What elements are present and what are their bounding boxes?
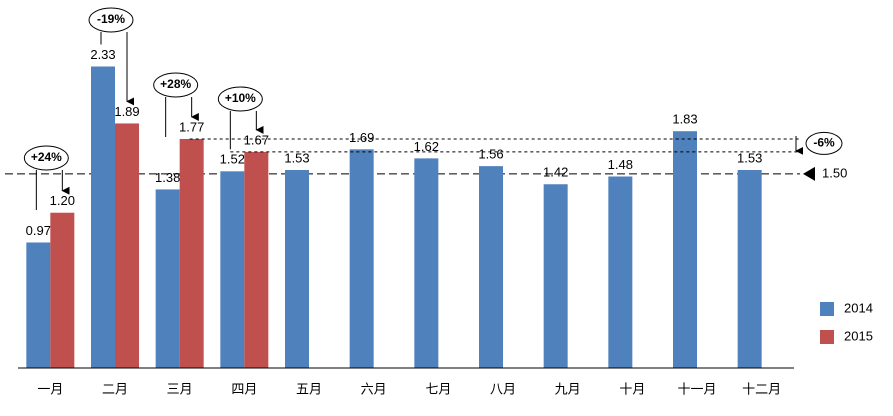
bar xyxy=(285,170,309,368)
callout-bubble xyxy=(805,131,843,155)
x-tick-label: 七月 xyxy=(425,381,451,396)
x-tick-label: 六月 xyxy=(361,381,387,396)
bar xyxy=(50,212,75,368)
value-label: 1.56 xyxy=(478,147,503,162)
value-label: 2.33 xyxy=(90,47,115,62)
annotation: +24% xyxy=(31,150,62,164)
bar xyxy=(179,138,204,368)
x-tick-label: 一月 xyxy=(37,381,63,396)
x-tick-label: 三月 xyxy=(167,381,193,396)
value-label: 1.52 xyxy=(220,152,245,167)
legend-label: 2014 xyxy=(844,300,873,315)
bar xyxy=(479,166,503,368)
x-tick-label: 十一月 xyxy=(677,381,716,396)
callout-bubble xyxy=(153,72,199,98)
value-label: 1.67 xyxy=(244,132,269,147)
legend-swatch xyxy=(820,330,834,344)
value-label: 1.62 xyxy=(414,139,439,154)
reference-label: 1.50 xyxy=(822,165,847,180)
annotation: +28% xyxy=(160,77,191,91)
bar xyxy=(414,158,439,368)
bar xyxy=(26,242,51,368)
annotation: -19% xyxy=(97,12,125,26)
legend-swatch xyxy=(820,302,834,316)
bar xyxy=(91,66,115,369)
x-tick-label: 八月 xyxy=(490,381,516,396)
x-tick-label: 十二月 xyxy=(742,381,781,396)
bar xyxy=(244,151,269,368)
bar xyxy=(155,189,180,368)
annotation: -6% xyxy=(813,136,835,150)
value-label: 1.20 xyxy=(50,193,75,208)
callout-bubble xyxy=(217,86,263,112)
value-label: 1.77 xyxy=(179,119,204,134)
callout-bubble xyxy=(23,145,69,171)
value-label: 1.42 xyxy=(543,165,568,180)
value-label: 1.38 xyxy=(155,170,180,185)
bar xyxy=(220,171,245,368)
x-tick-label: 四月 xyxy=(231,381,257,396)
value-label: 1.53 xyxy=(737,150,762,165)
x-tick-label: 二月 xyxy=(102,381,128,396)
value-label: 0.97 xyxy=(26,223,51,238)
bar xyxy=(543,184,568,368)
bar xyxy=(115,123,139,369)
annotation: +10% xyxy=(225,91,256,105)
bar xyxy=(349,149,374,368)
callout-bubble xyxy=(88,7,134,33)
bar xyxy=(737,170,762,368)
x-tick-label: 五月 xyxy=(296,381,322,396)
x-tick-label: 九月 xyxy=(555,381,581,396)
value-label: 1.69 xyxy=(349,130,374,145)
value-label: 1.53 xyxy=(284,150,309,165)
bar xyxy=(673,131,697,368)
value-label: 1.48 xyxy=(608,157,633,172)
value-label: 1.89 xyxy=(114,104,139,119)
x-tick-label: 十月 xyxy=(619,381,645,396)
bar xyxy=(608,176,633,368)
legend-label: 2015 xyxy=(844,328,873,343)
value-label: 1.83 xyxy=(672,112,697,127)
reference-marker xyxy=(803,166,815,181)
